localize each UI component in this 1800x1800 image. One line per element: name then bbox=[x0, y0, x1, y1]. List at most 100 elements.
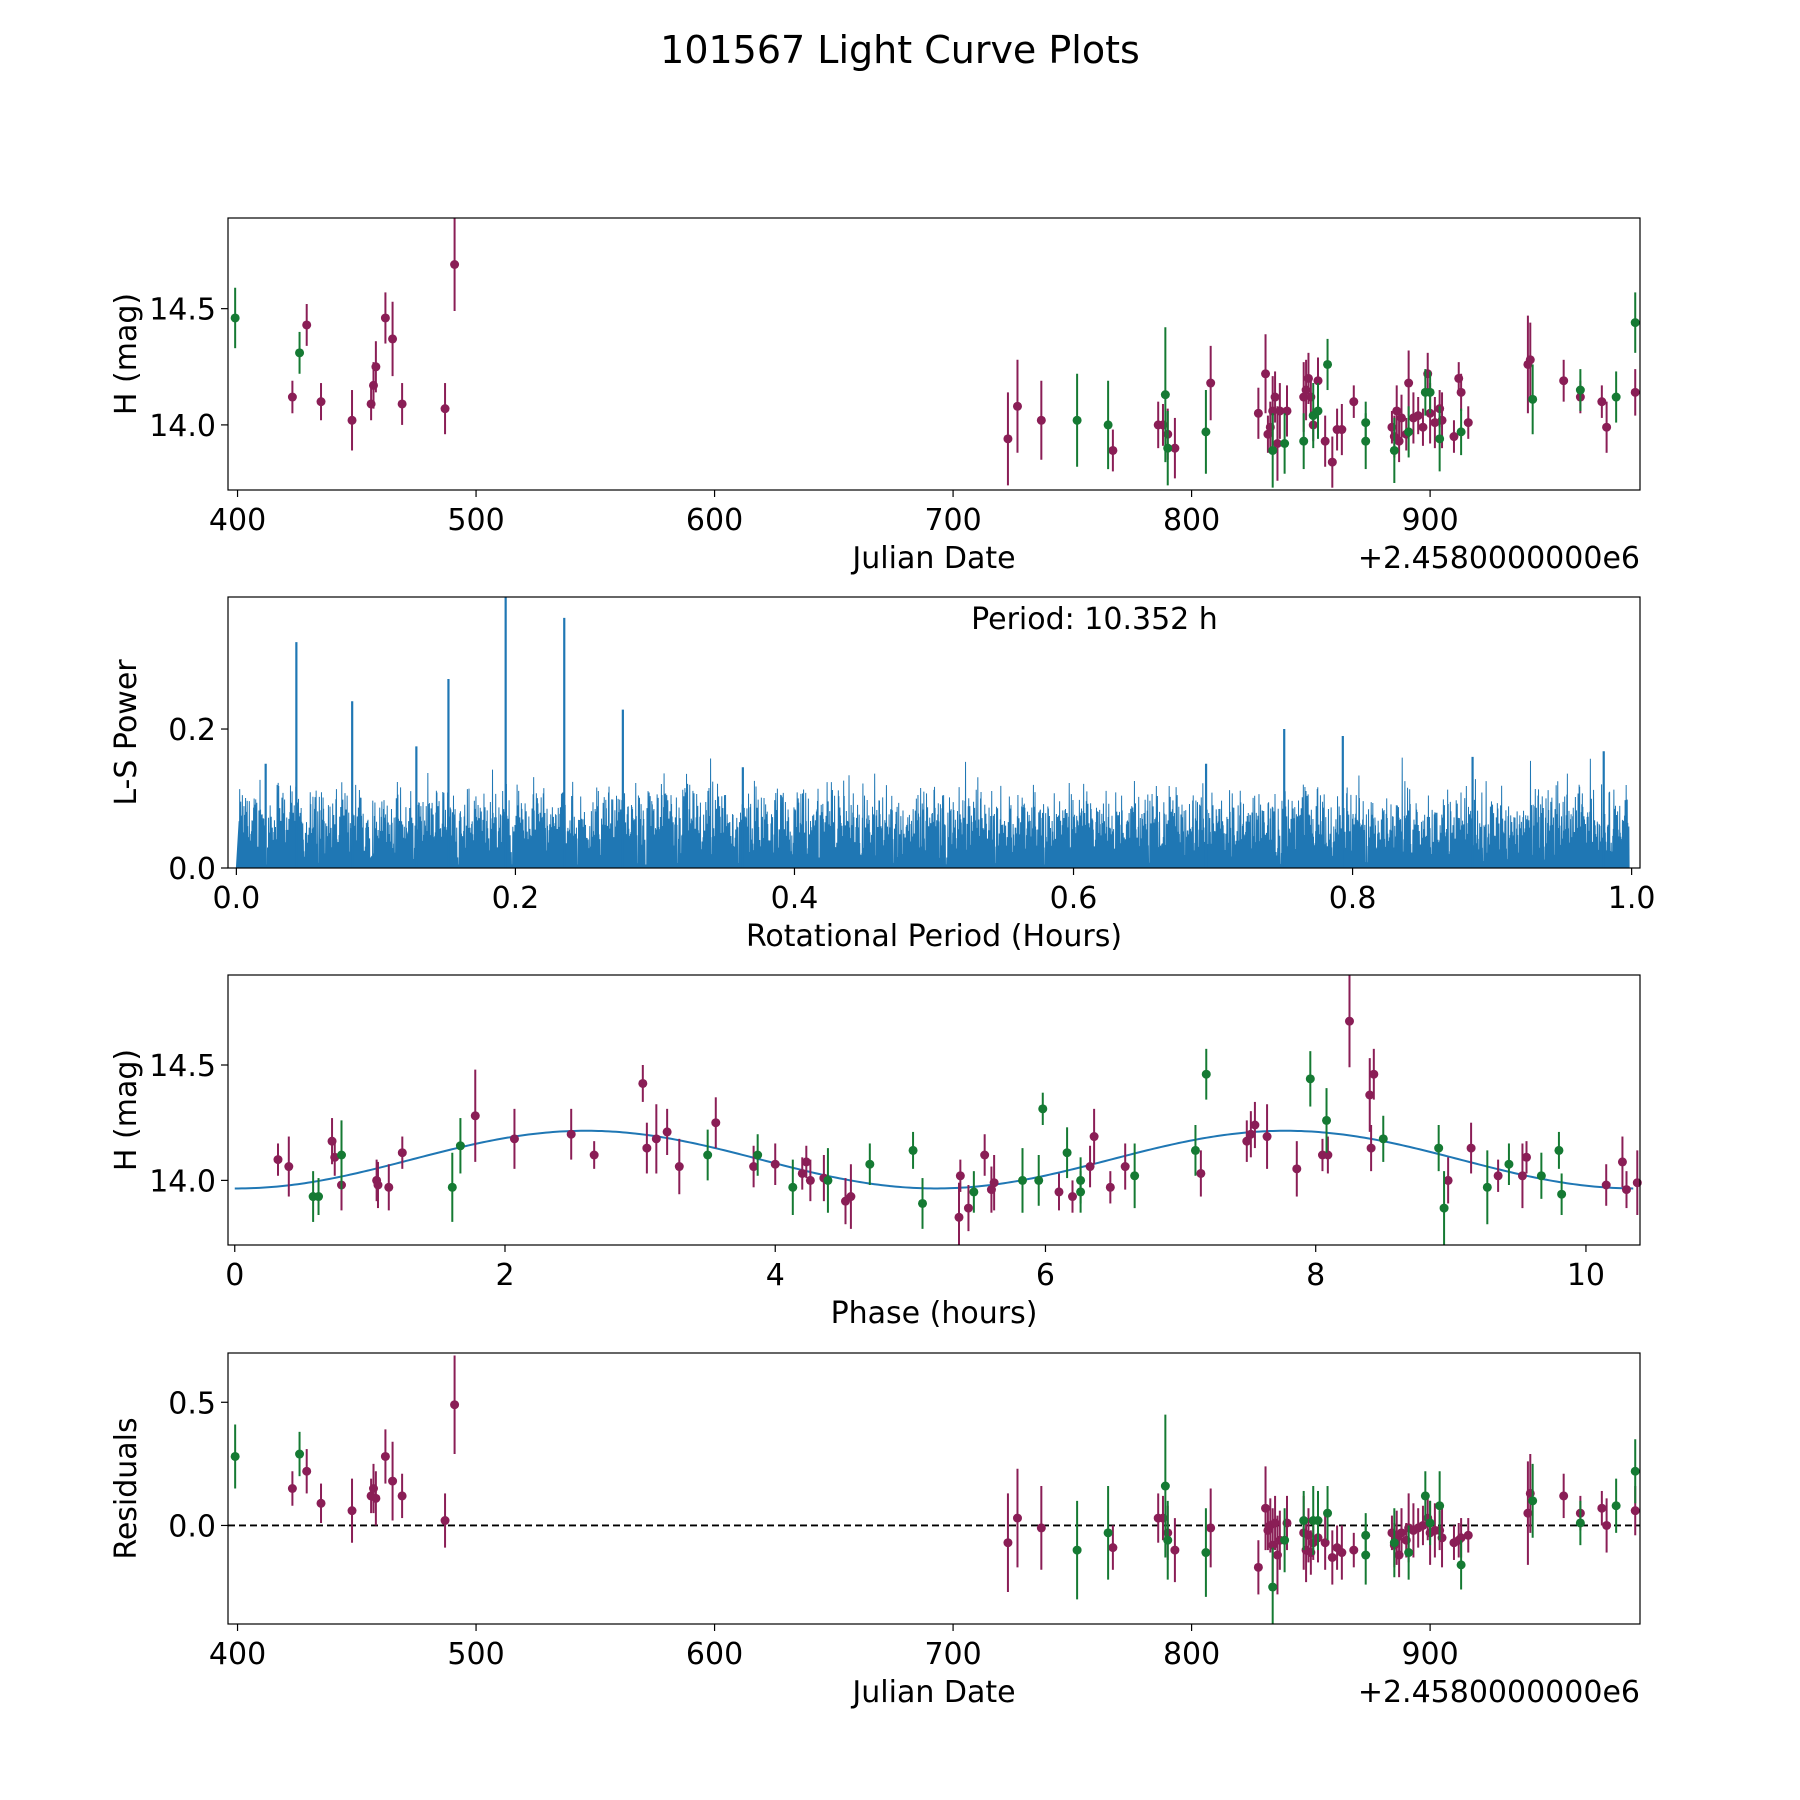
phased-data-point bbox=[1466, 1143, 1476, 1153]
phased-data-point bbox=[1323, 1150, 1333, 1160]
periodogram-xtick-label: 1.0 bbox=[1608, 881, 1656, 916]
lightcurve-ylabel: H (mag) bbox=[109, 293, 144, 415]
residuals-data-point bbox=[1630, 1466, 1640, 1476]
phased-xtick-label: 6 bbox=[1036, 1258, 1055, 1293]
residuals-xtick-label: 600 bbox=[686, 1637, 743, 1672]
phased-data-point bbox=[989, 1178, 999, 1188]
residuals-data-point bbox=[1575, 1518, 1585, 1528]
phased-xtick-label: 0 bbox=[225, 1258, 244, 1293]
lightcurve-data-point bbox=[388, 334, 398, 344]
residuals-data-point bbox=[316, 1498, 326, 1508]
phased-data-point bbox=[703, 1150, 713, 1160]
residuals-data-point bbox=[1456, 1533, 1466, 1543]
phased-data-point bbox=[674, 1162, 684, 1172]
residuals-data-point bbox=[1425, 1518, 1435, 1528]
phased-data-point bbox=[770, 1159, 780, 1169]
residuals-data-point bbox=[1323, 1508, 1333, 1518]
lightcurve-ytick-label: 14.0 bbox=[149, 409, 216, 444]
phased-data-point bbox=[711, 1118, 721, 1128]
residuals-data-point bbox=[1435, 1501, 1445, 1511]
lightcurve-data-point bbox=[1206, 378, 1216, 388]
residuals-data-point bbox=[287, 1484, 297, 1493]
residuals-data-point bbox=[1299, 1516, 1309, 1526]
lightcurve-data-point bbox=[1418, 422, 1428, 432]
phased-data-point bbox=[1366, 1143, 1376, 1153]
lightcurve-data-point bbox=[1349, 397, 1359, 407]
phased-data-point bbox=[980, 1150, 990, 1160]
lightcurve-data-point bbox=[1268, 445, 1278, 455]
residuals-data-point bbox=[347, 1506, 357, 1516]
phased-data-point bbox=[753, 1150, 763, 1160]
phased-data-point bbox=[1018, 1175, 1028, 1185]
phased-ytick-label: 14.5 bbox=[149, 1049, 216, 1084]
residuals-frame bbox=[227, 1352, 1641, 1625]
phased-data-point bbox=[969, 1187, 979, 1197]
phased-data-point bbox=[846, 1192, 856, 1202]
phased-data-point bbox=[788, 1182, 798, 1192]
residuals-data-point bbox=[1361, 1550, 1371, 1560]
residuals-data-point bbox=[397, 1491, 407, 1501]
residuals-panel: 400 500 600 700 800 900 0.0 0.5 Julian Date Resid… bbox=[109, 1352, 1641, 1710]
residuals-data-point bbox=[1280, 1535, 1290, 1545]
residuals-data-point bbox=[450, 1400, 460, 1410]
periodogram-panel: Period: 10.352 h 0.0 0.2 0.4 0.6 0.8 1.0 0.0 0.2… bbox=[109, 596, 1656, 954]
residuals-ytick-label: 0.5 bbox=[168, 1386, 216, 1421]
residuals-data-point bbox=[1320, 1538, 1330, 1548]
periodogram-ytick-label: 0.0 bbox=[168, 852, 216, 887]
residuals-xtick-label: 400 bbox=[209, 1637, 266, 1672]
phased-data-point bbox=[1201, 1069, 1211, 1079]
lightcurve-data-point bbox=[1160, 390, 1170, 400]
phased-ylabel: H (mag) bbox=[109, 1049, 144, 1171]
phased-data-point bbox=[1120, 1162, 1130, 1172]
phased-data-point bbox=[1557, 1189, 1567, 1199]
residuals-data-point bbox=[1404, 1548, 1414, 1558]
lightcurve-data-point bbox=[1299, 436, 1309, 446]
phased-data-point bbox=[1105, 1182, 1115, 1192]
periodogram-xtick-label: 0.6 bbox=[1050, 881, 1098, 916]
phased-data-point bbox=[284, 1162, 294, 1172]
phased-model-curve bbox=[234, 1129, 1634, 1190]
lightcurve-panel: 400 500 600 700 800 900 14.0 14.5 Julian Date H (… bbox=[109, 217, 1641, 576]
phased-data-point bbox=[397, 1148, 407, 1158]
residuals-data-point bbox=[1160, 1481, 1170, 1491]
periodogram-frame bbox=[227, 596, 1641, 869]
phased-data-point bbox=[1196, 1168, 1206, 1178]
phased-data-point bbox=[1076, 1175, 1086, 1185]
residuals-data-point bbox=[1201, 1548, 1211, 1558]
lightcurve-data-point bbox=[1261, 369, 1271, 379]
periodogram-power-line bbox=[235, 757, 1630, 868]
phased-data-point bbox=[1443, 1175, 1453, 1185]
residuals-data-point bbox=[1036, 1523, 1046, 1533]
phased-data-point bbox=[470, 1111, 480, 1121]
lightcurve-data-point bbox=[1575, 385, 1585, 395]
residuals-data-point bbox=[1108, 1543, 1118, 1553]
residuals-xtick-label: 700 bbox=[924, 1637, 981, 1672]
phased-series-filter-green bbox=[308, 1048, 1567, 1245]
lightcurve-data-point bbox=[1413, 411, 1423, 421]
phased-xtick-label: 2 bbox=[495, 1258, 514, 1293]
phased-data-point bbox=[1067, 1192, 1077, 1202]
phased-data-point bbox=[589, 1150, 599, 1160]
residuals-data-point bbox=[1349, 1545, 1359, 1555]
residuals-data-point bbox=[1268, 1582, 1278, 1592]
phased-data-point bbox=[651, 1134, 661, 1144]
phased-data-point bbox=[918, 1198, 928, 1208]
residuals-data-point bbox=[1630, 1506, 1640, 1516]
lightcurve-xtick-label: 400 bbox=[209, 503, 266, 538]
residuals-data-point bbox=[1389, 1538, 1399, 1548]
residuals-ytick-label: 0.0 bbox=[168, 1509, 216, 1544]
phased-panel: 0 2 4 6 8 10 14.0 14.5 Phase (hours) H (mag) bbox=[109, 974, 1642, 1331]
lightcurve-data-point bbox=[1528, 394, 1538, 404]
phased-data-point bbox=[1038, 1104, 1048, 1114]
phased-data-point bbox=[1365, 1090, 1375, 1100]
residuals-data-point bbox=[1456, 1560, 1466, 1570]
lightcurve-data-point bbox=[1396, 413, 1406, 423]
phased-data-point bbox=[865, 1159, 875, 1169]
residuals-data-point bbox=[1012, 1513, 1022, 1523]
phased-data-point bbox=[1305, 1074, 1315, 1084]
lightcurve-data-point bbox=[316, 397, 326, 407]
residuals-data-point bbox=[1337, 1548, 1347, 1558]
figure-title: 101567 Light Curve Plots bbox=[660, 28, 1140, 72]
lightcurve-xtick-label: 500 bbox=[447, 503, 504, 538]
phased-xlabel: Phase (hours) bbox=[831, 1296, 1038, 1331]
